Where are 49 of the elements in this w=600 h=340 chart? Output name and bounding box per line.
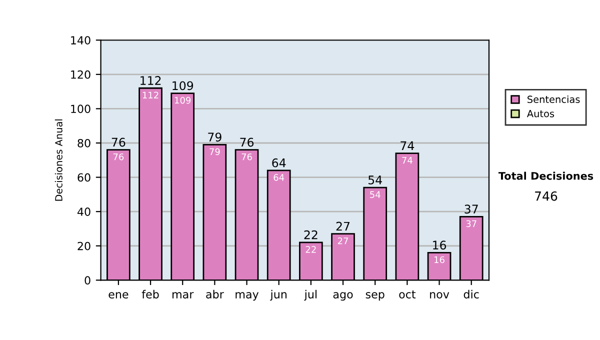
data-label: 16 [434, 256, 444, 264]
data-label: 112 [142, 92, 158, 98]
total-label: 37 [464, 204, 478, 214]
total-label: 16 [433, 240, 446, 250]
total-label: 27 [336, 222, 350, 231]
y-tick-label: 120 [71, 70, 90, 79]
y-tick-label: 100 [71, 104, 90, 114]
total-label: 112 [140, 76, 161, 85]
total-label: 79 [208, 132, 222, 142]
total-label: 76 [240, 138, 254, 147]
y-tick-label: 20 [78, 242, 90, 250]
x-tick-label: oct [399, 290, 416, 298]
total-label: 22 [304, 230, 318, 240]
total-label: 64 [272, 158, 286, 168]
data-label: 54 [370, 191, 380, 198]
data-label: 109 [174, 96, 191, 104]
total-label: 74 [400, 141, 414, 150]
x-tick-label: nov [430, 292, 450, 298]
total-label: 76 [112, 138, 126, 147]
y-tick-label: 140 [71, 36, 90, 44]
data-label: 76 [242, 153, 252, 160]
total-label: 109 [172, 81, 194, 90]
y-axis-title: Decisiones Anual [54, 119, 62, 201]
data-label: 64 [274, 174, 284, 181]
data-label: 27 [338, 237, 348, 244]
y-tick-label: 80 [78, 138, 90, 148]
legend-label: Sentencias [528, 95, 580, 104]
y-tick-label: 0 [84, 276, 90, 285]
x-tick-label: may [236, 292, 259, 301]
x-tick-label: sep [366, 292, 384, 301]
legend-label: Autos [526, 110, 554, 118]
data-label: 79 [210, 148, 220, 156]
x-tick-label: mar [172, 292, 194, 298]
x-tick-label: ago [333, 292, 353, 301]
x-tick-label: ene [108, 292, 128, 298]
total-label: 54 [368, 176, 382, 184]
x-tick-label: dic [464, 290, 479, 298]
y-tick-label: 60 [78, 173, 90, 182]
text: 746 [535, 191, 558, 201]
data-label: 37 [466, 220, 476, 228]
x-tick-label: jun [270, 290, 286, 301]
data-label: 22 [306, 246, 316, 253]
text: Total Decisiones [498, 172, 594, 180]
x-tick-label: feb [142, 290, 159, 298]
x-tick-label: abr [206, 290, 224, 298]
y-tick-label: 40 [77, 208, 90, 216]
data-label: 76 [113, 153, 124, 160]
data-label: 74 [402, 156, 412, 164]
x-tick-label: jul [304, 290, 317, 301]
